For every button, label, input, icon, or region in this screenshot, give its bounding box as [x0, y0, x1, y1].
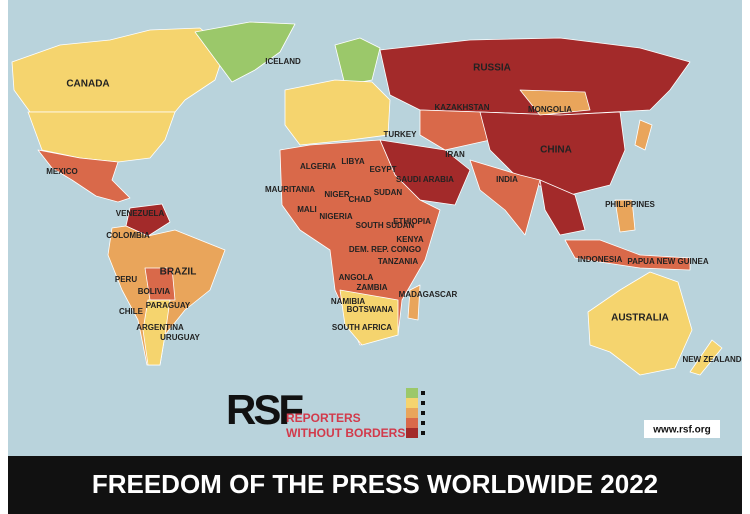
country-label: MONGOLIA	[528, 105, 572, 114]
url-box	[644, 420, 720, 438]
india	[469, 159, 541, 236]
country-label: CHAD	[348, 195, 371, 204]
country-label: PARAGUAY	[146, 301, 191, 310]
country-label: VENEZUELA	[116, 209, 165, 218]
country-label: MADAGASCAR	[399, 290, 458, 299]
legend-tick	[421, 431, 425, 435]
countries	[11, 21, 723, 376]
country-label: SOUTH SUDAN	[356, 221, 415, 230]
country-label: SUDAN	[374, 188, 403, 197]
country-label: SAUDI ARABIA	[396, 175, 454, 184]
usa	[27, 111, 176, 163]
legend	[406, 388, 425, 438]
indonesia	[564, 239, 691, 271]
country-label: PERU	[115, 275, 137, 284]
country-label: NIGER	[324, 190, 350, 199]
country-label: IRAN	[445, 150, 465, 159]
country-label: BOLIVIA	[138, 287, 171, 296]
country-label: CHINA	[540, 145, 572, 156]
central-asia	[419, 109, 491, 151]
southeast-asia	[539, 179, 586, 236]
country-label: SOUTH AFRICA	[332, 323, 392, 332]
legend-tick	[421, 411, 425, 415]
mexico-central-america	[37, 149, 131, 203]
argentina	[142, 299, 171, 366]
country-label: CHILE	[119, 307, 144, 316]
country-label: BOTSWANA	[347, 305, 394, 314]
philippines	[614, 199, 636, 233]
country-labels: CANADA RUSSIA CHINA INDIA BRAZIL AUSTRALIA MEX…	[46, 57, 742, 364]
country-label: ARGENTINA	[136, 323, 184, 332]
legend-swatch	[406, 408, 418, 418]
country-label: NEW ZEALAND	[682, 355, 741, 364]
country-label: MEXICO	[46, 167, 78, 176]
australia	[587, 271, 693, 376]
legend-swatch	[406, 398, 418, 408]
madagascar	[407, 284, 421, 321]
legend-swatch	[406, 428, 418, 438]
country-label: ETHIOPIA	[393, 217, 431, 226]
country-label: RUSSIA	[473, 63, 511, 74]
country-label: MALI	[297, 205, 317, 214]
country-label: LIBYA	[341, 157, 364, 166]
title: FREEDOM OF THE PRESS WORLDWIDE 2022	[92, 469, 658, 499]
country-label: TANZANIA	[378, 257, 419, 266]
country-label: ANGOLA	[339, 273, 374, 282]
country-label: INDIA	[496, 175, 518, 184]
country-label: AUSTRALIA	[611, 313, 669, 324]
greenland	[194, 21, 296, 83]
venezuela-region	[125, 203, 171, 237]
country-label: BRAZIL	[160, 267, 197, 278]
country-label: KENYA	[396, 235, 423, 244]
country-label: ZAMBIA	[356, 283, 387, 292]
country-label: EGYPT	[369, 165, 396, 174]
country-label: MAURITANIA	[265, 185, 315, 194]
new-zealand	[689, 339, 723, 376]
nordics	[334, 37, 381, 86]
legend-tick	[421, 421, 425, 425]
country-label: NAMIBIA	[331, 297, 365, 306]
bolivia	[144, 267, 176, 301]
europe	[284, 79, 391, 146]
title-bar	[8, 456, 742, 514]
logo-mark: RSF	[226, 386, 303, 433]
africa	[279, 139, 441, 346]
country-label: TURKEY	[384, 130, 418, 139]
logo-line: REPORTERS	[286, 411, 361, 425]
country-label: COLOMBIA	[106, 231, 150, 240]
logo-line: WITHOUT BORDERS	[286, 426, 405, 440]
southern-africa	[339, 289, 399, 346]
country-label: ICELAND	[265, 57, 301, 66]
legend-swatch	[406, 388, 418, 398]
country-label: PHILIPPINES	[605, 200, 655, 209]
country-label: DEM. REP. CONGO	[349, 245, 421, 254]
legend-swatch	[406, 418, 418, 428]
legend-tick	[421, 401, 425, 405]
country-label: NIGERIA	[319, 212, 353, 221]
country-label: KAZAKHSTAN	[435, 103, 490, 112]
country-label: URUGUAY	[160, 333, 200, 342]
country-label: ALGERIA	[300, 162, 336, 171]
mongolia	[519, 89, 591, 116]
country-label: INDONESIA	[578, 255, 623, 264]
japan	[634, 119, 653, 151]
country-label: PAPUA NEW GUINEA	[627, 257, 709, 266]
url[interactable]: www.rsf.org	[652, 425, 710, 436]
russia	[379, 37, 691, 116]
legend-tick	[421, 391, 425, 395]
country-label: CANADA	[66, 79, 109, 90]
